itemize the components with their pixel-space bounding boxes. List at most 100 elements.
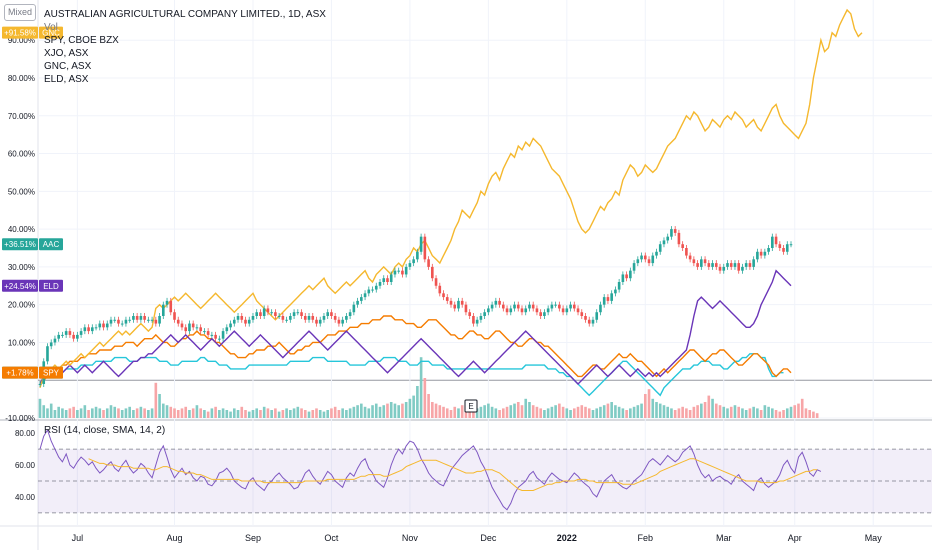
candle-body [345, 316, 348, 320]
candle-body [169, 300, 173, 313]
candle-body [277, 316, 281, 317]
candle-body [468, 312, 471, 316]
volume-bar [255, 408, 259, 418]
candle-body [416, 251, 419, 260]
volume-bar [748, 408, 752, 418]
volume-bar [468, 408, 471, 418]
candle-body [300, 312, 303, 316]
candle-body [423, 236, 427, 260]
volume-bar [46, 408, 49, 418]
candle-body [102, 323, 105, 328]
volume-bar [531, 405, 535, 418]
volume-bar [318, 410, 322, 418]
volume-bar [61, 408, 64, 418]
volume-bar [188, 410, 191, 418]
candle-body [655, 251, 658, 256]
candle-body [617, 282, 621, 290]
candle-body [640, 255, 643, 260]
volume-bar [692, 406, 696, 418]
x-tick-label: Jul [72, 533, 84, 543]
volume-bar [662, 405, 666, 418]
badge-value-bg [2, 279, 38, 292]
volume-bar [576, 406, 580, 418]
candle-body [214, 334, 217, 339]
volume-bar [643, 394, 647, 418]
volume-bar [494, 408, 498, 418]
volume-bar [726, 408, 729, 418]
candle-body [94, 327, 98, 329]
candle-body [539, 312, 542, 316]
volume-bar [191, 408, 195, 418]
volume-bar [774, 410, 778, 418]
volume-bar [808, 410, 811, 418]
y-tick-label: 40.00% [8, 225, 35, 234]
candle-body [673, 229, 677, 233]
legend-item-spy[interactable]: SPY, CBOE BZX [44, 35, 119, 46]
volume-bar [240, 406, 244, 418]
badge-name-bg [39, 279, 63, 292]
candle-body [57, 334, 60, 339]
volume-bar [569, 410, 572, 418]
candle-body [236, 316, 240, 320]
volume-bar [498, 410, 501, 418]
volume-bar [722, 406, 726, 418]
candle-body [191, 323, 195, 328]
volume-bar [307, 411, 311, 418]
candle-body [173, 312, 176, 320]
volume-bar [449, 410, 453, 418]
candle-body [714, 263, 718, 267]
candle-body [685, 248, 688, 256]
scale-mode-button[interactable]: Mixed [4, 4, 36, 21]
candle-body [371, 289, 374, 291]
badge-value: +36.51% [4, 240, 36, 249]
candle-body [274, 312, 277, 316]
candle-body [565, 308, 569, 313]
volume-bar [139, 406, 143, 418]
candle-body [311, 316, 315, 320]
volume-bar [169, 406, 173, 418]
badge-name: GNC [42, 29, 60, 38]
y-tick-label: 70.00% [8, 112, 35, 121]
volume-bar [483, 405, 486, 418]
volume-bar [274, 408, 277, 418]
legend-item-eld[interactable]: ELD, ASX [44, 74, 89, 85]
x-tick-label: Mar [716, 533, 732, 543]
candle-body [703, 259, 707, 264]
badge-value: +91.58% [4, 29, 36, 38]
volume-bar [389, 402, 393, 418]
volume-label: Vol [44, 22, 58, 33]
volume-bar [120, 410, 124, 418]
candle-body [520, 308, 524, 313]
candle-body [722, 266, 726, 271]
candle-body [677, 232, 681, 245]
volume-bar [800, 398, 804, 418]
x-tick-label: Dec [480, 533, 497, 543]
candle-body [240, 316, 244, 320]
legend-item-gnc[interactable]: GNC, ASX [44, 61, 92, 72]
volume-bar [419, 357, 423, 418]
candle-body [707, 263, 711, 267]
volume-bar [199, 408, 202, 418]
candle-body [543, 312, 546, 316]
volume-bar [610, 402, 613, 418]
volume-bar [180, 408, 184, 418]
candle-body [203, 331, 206, 333]
volume-bar [591, 410, 595, 418]
volume-bar [363, 406, 367, 418]
volume-bar [815, 413, 819, 418]
badge-name-bg [39, 366, 63, 379]
candle-body [651, 255, 655, 264]
candle-body [247, 319, 251, 324]
candle-body [229, 323, 232, 328]
candle-body [109, 319, 113, 324]
volume-bar [427, 394, 430, 418]
candle-body [270, 312, 273, 314]
y-tick-label: -10.00% [5, 414, 35, 423]
candle-body [296, 312, 300, 314]
legend-item-xjo[interactable]: XJO, ASX [44, 48, 89, 59]
volume-bar [378, 406, 382, 418]
volume-bar [382, 405, 386, 418]
candle-body [756, 251, 759, 260]
